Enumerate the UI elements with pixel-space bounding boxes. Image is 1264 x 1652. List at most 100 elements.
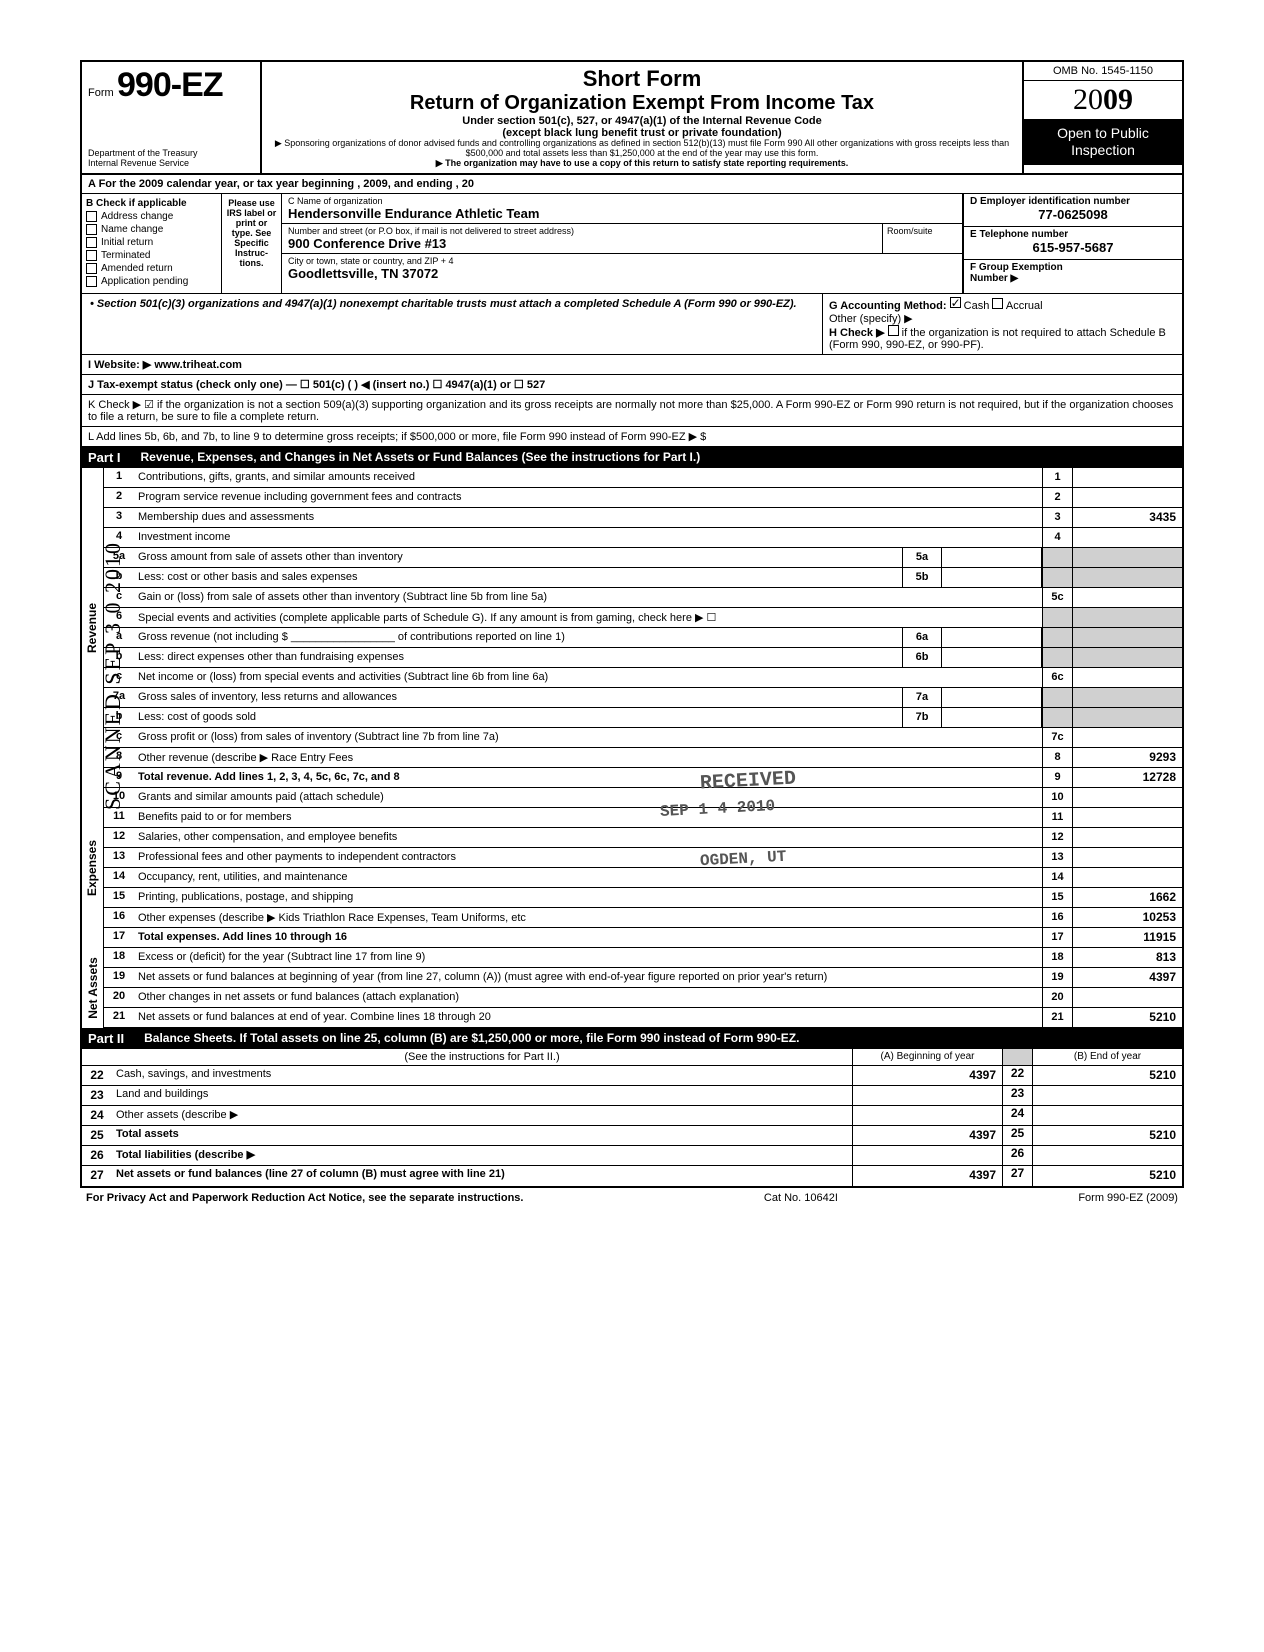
line-1-box: 1 [1042, 468, 1072, 487]
bs-25-b: 5210 [1032, 1126, 1182, 1145]
col-b-checkboxes: B Check if applicable Address change Nam… [82, 194, 222, 293]
line-5c-box: 5c [1042, 588, 1072, 607]
bs-22-desc: Cash, savings, and investments [112, 1066, 852, 1085]
line-10-desc: Grants and similar amounts paid (attach … [134, 788, 1042, 807]
bs-26-a [852, 1146, 1002, 1165]
lbl-cash: Cash [964, 300, 990, 312]
part1-label: Part I [88, 450, 121, 465]
row-j: J Tax-exempt status (check only one) — ☐… [82, 375, 1182, 395]
header-center: Short Form Return of Organization Exempt… [262, 62, 1022, 173]
header-left: Form 990-EZ Department of the Treasury I… [82, 62, 262, 173]
lbl-accrual: Accrual [1006, 300, 1043, 312]
j-tax-exempt: J Tax-exempt status (check only one) — ☐… [88, 378, 545, 391]
chk-name-change[interactable] [86, 224, 97, 235]
h-label: H Check ▶ [829, 327, 885, 339]
line-7b-desc: Less: cost of goods sold [134, 708, 902, 727]
line-14-box: 14 [1042, 868, 1072, 887]
line-12-box: 12 [1042, 828, 1072, 847]
chk-terminated[interactable] [86, 250, 97, 261]
chk-h[interactable] [888, 325, 899, 336]
micro-state: ▶ The organization may have to use a cop… [268, 159, 1016, 169]
subtitle-code: Under section 501(c), 527, or 4947(a)(1)… [268, 115, 1016, 127]
line-6b-desc: Less: direct expenses other than fundrai… [134, 648, 902, 667]
line-11-val [1072, 808, 1182, 827]
year-prefix: 20 [1073, 83, 1103, 116]
line-9-val: 12728 [1072, 768, 1182, 787]
k-check: K Check ▶ ☑ if the organization is not a… [88, 398, 1176, 423]
chk-accrual[interactable] [992, 298, 1003, 309]
line-12-val [1072, 828, 1182, 847]
line-9-desc: Total revenue. Add lines 1, 2, 3, 4, 5c,… [134, 768, 1042, 787]
line-11-desc: Benefits paid to or for members [134, 808, 1042, 827]
form-990ez: Form 990-EZ Department of the Treasury I… [80, 60, 1184, 1188]
line-10-box: 10 [1042, 788, 1072, 807]
line-2-val [1072, 488, 1182, 507]
chk-pending[interactable] [86, 276, 97, 287]
chk-initial-return[interactable] [86, 237, 97, 248]
addr-label: Number and street (or P.O box, if mail i… [288, 226, 876, 236]
part1-title: Revenue, Expenses, and Changes in Net As… [141, 450, 701, 465]
bs-22-b: 5210 [1032, 1066, 1182, 1085]
row-l: L Add lines 5b, 6b, and 7b, to line 9 to… [82, 427, 1182, 447]
line-5b-desc: Less: cost or other basis and sales expe… [134, 568, 902, 587]
c-name-label: C Name of organization [288, 196, 956, 206]
row-k: K Check ▶ ☑ if the organization is not a… [82, 395, 1182, 427]
line-15-desc: Printing, publications, postage, and shi… [134, 888, 1042, 907]
bs-24-desc: Other assets (describe ▶ [112, 1106, 852, 1125]
line-7c-box: 7c [1042, 728, 1072, 747]
website-label: I Website: ▶ [88, 359, 151, 371]
bs-25-desc: Total assets [112, 1126, 852, 1145]
year-suffix: 09 [1103, 83, 1133, 116]
line-4-box: 4 [1042, 528, 1072, 547]
header-right: OMB No. 1545-1150 2009 Open to Public In… [1022, 62, 1182, 173]
bs-26-desc: Total liabilities (describe ▶ [112, 1146, 852, 1165]
line-13-val [1072, 848, 1182, 867]
line-5c-desc: Gain or (loss) from sale of assets other… [134, 588, 1042, 607]
bs-22-n: 22 [1002, 1066, 1032, 1085]
gh-section: • Section 501(c)(3) organizations and 49… [82, 294, 1182, 355]
line-5a-desc: Gross amount from sale of assets other t… [134, 548, 902, 567]
bs-27-desc: Net assets or fund balances (line 27 of … [112, 1166, 852, 1186]
line-17-box: 17 [1042, 928, 1072, 947]
line-18-box: 18 [1042, 948, 1072, 967]
vert-netassets: Net Assets [82, 948, 104, 1028]
bs-27-a: 4397 [852, 1166, 1002, 1186]
part2-label: Part II [88, 1031, 124, 1046]
label-instructions: Please use IRS label or print or type. S… [222, 194, 282, 293]
l-gross-receipts: L Add lines 5b, 6b, and 7b, to line 9 to… [88, 430, 706, 443]
line-7c-val [1072, 728, 1182, 747]
part1-header: Part I Revenue, Expenses, and Changes in… [82, 447, 1182, 468]
bs-26-b [1032, 1146, 1182, 1165]
line-8-box: 8 [1042, 748, 1072, 767]
chk-address-change[interactable] [86, 211, 97, 222]
line-19-box: 19 [1042, 968, 1072, 987]
line-8-desc: Other revenue (describe ▶ Race Entry Fee… [138, 751, 353, 764]
micro-sponsoring: ▶ Sponsoring organizations of donor advi… [268, 139, 1016, 159]
line-12-desc: Salaries, other compensation, and employ… [134, 828, 1042, 847]
dept-irs: Internal Revenue Service [88, 159, 254, 169]
bs-27-b: 5210 [1032, 1166, 1182, 1186]
g-other: Other (specify) ▶ [829, 312, 1176, 325]
line-6b-sub: 6b [902, 648, 942, 667]
line-7b-sub: 7b [902, 708, 942, 727]
line-7a-sub: 7a [902, 688, 942, 707]
line-2-box: 2 [1042, 488, 1072, 507]
title-short-form: Short Form [268, 66, 1016, 92]
line-6-desc: Special events and activities (complete … [134, 608, 1042, 627]
gh-right: G Accounting Method: Cash Accrual Other … [822, 294, 1182, 354]
bs-24-n: 24 [1002, 1106, 1032, 1125]
org-name: Hendersonville Endurance Athletic Team [288, 206, 956, 221]
row-a-tax-year: A For the 2009 calendar year, or tax yea… [82, 175, 1182, 194]
line-18-val: 813 [1072, 948, 1182, 967]
bs-23-desc: Land and buildings [112, 1086, 852, 1105]
chk-amended[interactable] [86, 263, 97, 274]
bs-27-n: 27 [1002, 1166, 1032, 1186]
footer-privacy: For Privacy Act and Paperwork Reduction … [86, 1192, 523, 1204]
line-20-val [1072, 988, 1182, 1007]
expenses-section: Expenses 10Grants and similar amounts pa… [82, 788, 1182, 948]
form-footer: For Privacy Act and Paperwork Reduction … [80, 1188, 1184, 1208]
line-4-desc: Investment income [134, 528, 1042, 547]
chk-cash[interactable] [950, 297, 961, 308]
line-6a-sub: 6a [902, 628, 942, 647]
city-label: City or town, state or country, and ZIP … [288, 256, 956, 266]
